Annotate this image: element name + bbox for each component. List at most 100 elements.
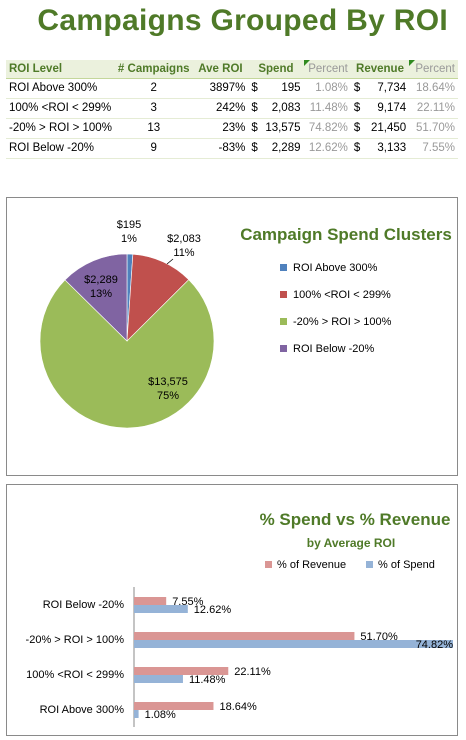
revenue-value: 9,174 bbox=[377, 102, 407, 114]
bar-spend bbox=[134, 675, 183, 683]
pie-leader-line bbox=[166, 258, 174, 265]
cell-roi-level: ROI Above 300% bbox=[6, 78, 115, 99]
pie-chart-panel: $195 1% $2,083 11% $13,575 75% $2,289 13% Campai… bbox=[6, 197, 458, 476]
currency-symbol: $ bbox=[251, 122, 258, 134]
revenue-value: 7,734 bbox=[377, 82, 407, 94]
revenue-value: 3,133 bbox=[377, 142, 407, 154]
cell-ave-roi: -83% bbox=[192, 138, 249, 159]
bar-data-label: 74.82% bbox=[416, 639, 454, 651]
cell-revenue: $7,734 bbox=[350, 78, 410, 99]
cell-spend: $2,083 bbox=[248, 98, 304, 119]
table-header-row: ROI Level # Campaigns Ave ROI Spend Perc… bbox=[6, 60, 458, 79]
header-spend: Spend bbox=[248, 60, 304, 79]
pie-legend-swatch bbox=[280, 318, 287, 325]
pie-legend-label: -20% > ROI > 100% bbox=[293, 316, 392, 328]
bar-spend bbox=[134, 710, 139, 718]
bar-data-label: 1.08% bbox=[145, 709, 176, 721]
bar-legend-swatch bbox=[265, 561, 272, 568]
cell-revenue: $21,450 bbox=[350, 118, 410, 139]
pie-percent-label: 11% bbox=[173, 247, 194, 259]
table-row: ROI Below -20% 9 -83% $2,289 12.62% $3,133 7.5… bbox=[6, 138, 458, 159]
cell-revenue-percent: 18.64% bbox=[409, 78, 458, 99]
bar-category-label: 100% <ROI < 299% bbox=[26, 669, 124, 681]
bar-category-label: ROI Above 300% bbox=[40, 704, 125, 716]
cell-roi-level: 100% <ROI < 299% bbox=[6, 98, 115, 119]
bar-legend-label: % of Revenue bbox=[277, 559, 346, 571]
cell-ave-roi: 23% bbox=[192, 118, 249, 139]
cell-campaigns: 13 bbox=[114, 118, 193, 139]
cell-spend: $13,575 bbox=[248, 118, 304, 139]
pie-percent-label: 13% bbox=[90, 288, 112, 300]
cell-campaigns: 2 bbox=[114, 78, 193, 99]
table-row: -20% > ROI > 100% 13 23% $13,575 74.82% $21,4… bbox=[6, 118, 458, 139]
page-title: Campaigns Grouped By ROI bbox=[37, 4, 448, 37]
table-row: 100% <ROI < 299% 3 242% $2,083 11.48% $9,174 2… bbox=[6, 98, 458, 119]
spend-value: 13,575 bbox=[265, 122, 301, 134]
pie-value-label: $2,083 bbox=[167, 233, 201, 245]
pie-legend-swatch bbox=[280, 264, 287, 271]
currency-symbol: $ bbox=[353, 102, 361, 114]
pie-value-label: $195 bbox=[117, 219, 141, 231]
header-roi-level: ROI Level bbox=[6, 60, 115, 79]
pie-slice bbox=[126, 253, 190, 342]
bar-category-label: -20% > ROI > 100% bbox=[26, 634, 125, 646]
cell-spend-percent: 1.08% bbox=[303, 78, 351, 99]
cell-revenue-percent: 51.70% bbox=[409, 118, 458, 139]
header-spend-percent: Percent bbox=[303, 60, 351, 79]
bar-data-label: 22.11% bbox=[234, 666, 271, 678]
cell-campaigns: 9 bbox=[114, 138, 193, 159]
cell-spend-percent: 12.62% bbox=[303, 138, 351, 159]
bar-data-label: 18.64% bbox=[219, 701, 257, 713]
cell-spend: $195 bbox=[248, 78, 304, 99]
currency-symbol: $ bbox=[251, 82, 258, 94]
bar-chart-panel: % Spend vs % Revenue by Average ROI % of R… bbox=[6, 484, 458, 736]
bar-legend-label: % of Spend bbox=[378, 559, 435, 571]
cell-spend-percent: 74.82% bbox=[303, 118, 351, 139]
currency-symbol: $ bbox=[251, 102, 258, 114]
pie-value-label: $2,289 bbox=[84, 274, 118, 286]
spend-value: 195 bbox=[281, 82, 301, 94]
pie-percent-label: 1% bbox=[121, 233, 137, 245]
pie-value-label: $13,575 bbox=[148, 376, 188, 388]
bar-spend bbox=[134, 640, 453, 648]
table-row: ROI Above 300% 2 3897% $195 1.08% $7,734 18.64… bbox=[6, 78, 458, 99]
header-ave-roi: Ave ROI bbox=[192, 60, 249, 79]
bar-data-label: 12.62% bbox=[194, 604, 232, 616]
bar-category-label: ROI Below -20% bbox=[43, 599, 125, 611]
cell-ave-roi: 242% bbox=[192, 98, 249, 119]
header-revenue: Revenue bbox=[350, 60, 410, 79]
pie-legend-swatch bbox=[280, 291, 287, 298]
spend-value: 2,289 bbox=[271, 142, 301, 154]
bar-revenue bbox=[134, 667, 229, 675]
pie-legend-label: ROI Above 300% bbox=[293, 262, 378, 274]
pie-legend-label: 100% <ROI < 299% bbox=[293, 289, 391, 301]
currency-symbol: $ bbox=[353, 122, 361, 134]
cell-revenue-percent: 22.11% bbox=[409, 98, 458, 119]
cell-revenue-percent: 7.55% bbox=[409, 138, 458, 159]
cell-roi-level: -20% > ROI > 100% bbox=[6, 118, 115, 139]
currency-symbol: $ bbox=[353, 142, 361, 154]
cell-spend: $2,289 bbox=[248, 138, 304, 159]
cell-campaigns: 3 bbox=[114, 98, 193, 119]
bar-revenue bbox=[134, 632, 355, 640]
pie-legend-swatch bbox=[280, 345, 287, 352]
pie-legend-label: ROI Below -20% bbox=[293, 343, 375, 355]
bar-revenue bbox=[134, 702, 214, 710]
cell-spend-percent: 11.48% bbox=[303, 98, 351, 119]
bar-chart-subtitle: by Average ROI bbox=[307, 536, 395, 550]
bar-legend-swatch bbox=[366, 561, 373, 568]
cell-revenue: $9,174 bbox=[350, 98, 410, 119]
pie-chart-title: Campaign Spend Clusters bbox=[240, 225, 452, 244]
pie-slice bbox=[64, 253, 128, 342]
header-revenue-percent: Percent bbox=[409, 60, 458, 79]
bar-spend bbox=[134, 605, 188, 613]
header-campaigns: # Campaigns bbox=[114, 60, 193, 79]
pie-slice bbox=[39, 279, 215, 429]
bar-data-label: 11.48% bbox=[189, 674, 226, 686]
bar-revenue bbox=[134, 597, 167, 605]
pie-percent-label: 75% bbox=[157, 390, 179, 402]
spend-value: 2,083 bbox=[271, 102, 301, 114]
cell-revenue: $3,133 bbox=[350, 138, 410, 159]
roi-summary-table: ROI Level # Campaigns Ave ROI Spend Perc… bbox=[6, 60, 458, 159]
bar-chart: % Spend vs % Revenue by Average ROI % of R… bbox=[26, 510, 454, 727]
